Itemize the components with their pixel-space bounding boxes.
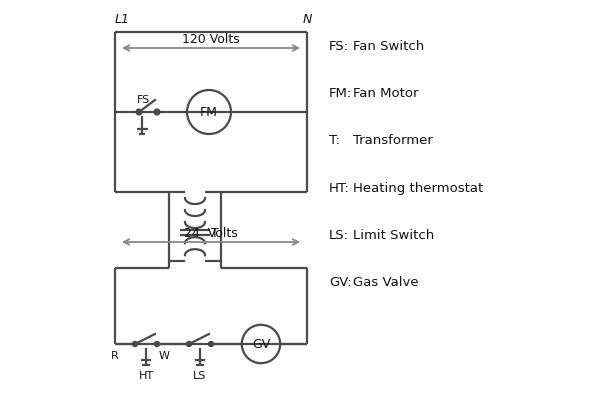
Text: T: T <box>211 227 219 240</box>
Text: T:: T: <box>329 134 340 147</box>
Text: HT: HT <box>139 371 153 381</box>
Text: R: R <box>111 351 119 361</box>
Text: FM: FM <box>200 106 218 118</box>
Circle shape <box>208 341 214 347</box>
Text: Fan Motor: Fan Motor <box>353 87 418 100</box>
Text: Fan Switch: Fan Switch <box>353 40 424 53</box>
Text: Gas Valve: Gas Valve <box>353 276 419 289</box>
Text: 120 Volts: 120 Volts <box>182 33 240 46</box>
Text: L1: L1 <box>115 13 130 26</box>
Circle shape <box>154 341 160 347</box>
Circle shape <box>186 341 192 347</box>
Text: W: W <box>159 351 170 361</box>
Circle shape <box>132 341 138 347</box>
Text: LS: LS <box>194 371 206 381</box>
Circle shape <box>153 108 160 116</box>
Text: FS: FS <box>137 95 150 105</box>
Text: LS:: LS: <box>329 229 349 242</box>
Text: Limit Switch: Limit Switch <box>353 229 434 242</box>
Circle shape <box>135 108 143 116</box>
Text: GV:: GV: <box>329 276 352 289</box>
Text: Transformer: Transformer <box>353 134 433 147</box>
Text: GV: GV <box>252 338 270 350</box>
Text: N: N <box>302 13 312 26</box>
Text: Heating thermostat: Heating thermostat <box>353 182 483 194</box>
Text: 24  Volts: 24 Volts <box>184 227 238 240</box>
Text: HT:: HT: <box>329 182 350 194</box>
Text: FM:: FM: <box>329 87 352 100</box>
Text: FS:: FS: <box>329 40 349 53</box>
